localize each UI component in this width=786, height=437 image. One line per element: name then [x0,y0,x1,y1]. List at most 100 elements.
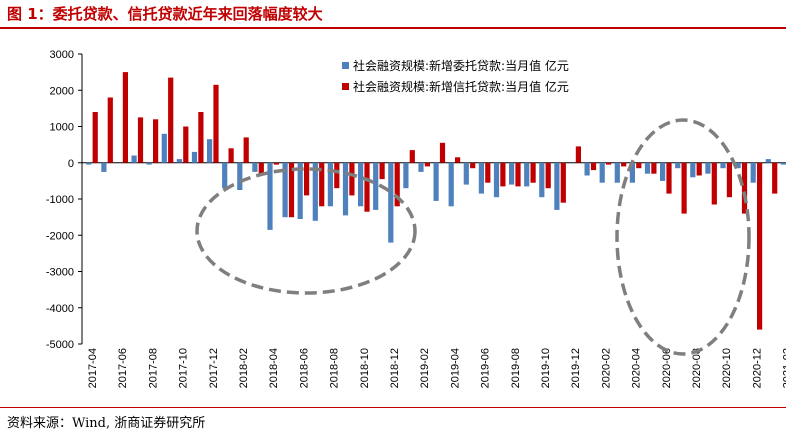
x-tick-label: 2018-10 [359,348,371,388]
bar-entrusted-loans [86,162,92,165]
x-tick-label: 2020-06 [661,348,673,388]
bar-entrusted-loans [146,162,152,165]
bar-entrusted-loans [584,162,590,176]
x-tick-label: 2019-12 [570,348,582,388]
bar-entrusted-loans [282,162,288,218]
bar-entrusted-loans [720,162,726,169]
x-tick-label: 2017-12 [208,348,220,388]
bar-entrusted-loans [312,162,318,221]
bar-entrusted-loans [176,159,182,163]
bar-entrusted-loans [614,162,620,183]
bar-entrusted-loans [297,162,303,219]
bar-trust-loans [198,112,204,163]
bar-entrusted-loans [161,133,167,163]
bar-trust-loans [515,162,521,187]
bar-trust-loans [379,162,385,180]
y-tick-label: -5000 [46,339,74,351]
x-tick-label: 2021-02 [782,348,786,388]
y-tick-label: 3000 [50,49,74,61]
bar-entrusted-loans [765,159,771,163]
bar-entrusted-loans [418,162,424,172]
x-tick-label: 2019-02 [419,348,431,388]
x-tick-label: 2018-08 [329,348,341,388]
bar-entrusted-loans [675,162,681,169]
legend-swatch [342,83,349,90]
x-tick-label: 2018-02 [238,348,250,388]
bar-trust-loans [485,162,491,183]
bar-entrusted-loans [735,162,741,169]
bar-entrusted-loans [101,162,107,172]
title-rule [0,27,786,29]
bar-trust-loans [606,162,612,165]
bar-trust-loans [621,162,627,167]
bar-entrusted-loans [222,162,228,189]
bar-trust-loans [213,84,219,163]
bar-trust-loans [560,162,566,203]
bar-trust-loans [439,142,446,163]
source-note: 资料来源：Wind, 浙商证券研究所 [7,416,206,431]
bar-trust-loans [741,162,748,214]
bar-trust-loans [288,162,295,218]
bar-entrusted-loans [207,139,213,163]
bar-trust-loans [455,157,461,163]
x-tick-label: 2019-08 [510,348,522,388]
bar-entrusted-loans [750,162,756,183]
bar-trust-loans [137,117,144,163]
legend-label: 社会融资规模:新增信托贷款:当月值 亿元 [353,79,569,94]
y-tick-label: -1000 [46,194,74,206]
x-tick-label: 2020-10 [721,348,733,388]
bar-trust-loans [681,162,687,214]
bar-entrusted-loans [629,162,635,183]
y-tick-label: 2000 [50,85,74,97]
bar-entrusted-loans [493,162,500,198]
bar-trust-loans [636,162,642,169]
bar-trust-loans [726,162,732,198]
highlight-ellipse-2018 [195,167,417,295]
x-tick-label: 2019-04 [449,348,461,388]
bar-trust-loans [243,137,249,163]
bar-entrusted-loans [358,162,364,207]
bar-entrusted-loans [448,162,454,207]
bar-trust-loans [696,162,702,176]
bar-trust-loans [590,162,597,171]
bar-entrusted-loans [599,162,605,183]
bar-entrusted-loans [509,162,515,185]
figure-title: 图 1：委托贷款、信托贷款近年来回落幅度较大 [7,5,323,23]
x-tick-label: 2020-04 [631,348,643,388]
legend-label: 社会融资规模:新增委托贷款:当月值 亿元 [353,58,569,73]
y-tick-label: -2000 [46,230,74,242]
bar-trust-loans [424,162,430,167]
bar-trust-loans [711,162,717,205]
x-tick-label: 2018-04 [268,348,280,388]
bar-trust-loans [772,162,778,194]
source-rule [0,407,786,408]
bar-entrusted-loans [267,162,273,230]
highlight-ellipse-2020 [615,118,751,356]
y-tick-label: -3000 [46,267,74,279]
bar-trust-loans [228,148,234,163]
bar-trust-loans [364,162,370,212]
y-tick-label: 1000 [50,122,74,134]
bar-trust-loans [258,162,264,174]
bar-entrusted-loans [131,155,137,163]
bar-trust-loans [122,72,128,163]
bar-entrusted-loans [705,162,711,174]
bar-trust-loans [304,162,310,196]
bar-entrusted-loans [388,162,394,243]
bar-trust-loans [168,77,174,163]
x-tick-label: 2017-04 [87,348,99,388]
bar-trust-loans [757,162,763,330]
legend-swatch [342,62,349,69]
bar-trust-loans [349,162,355,196]
bar-entrusted-loans [327,162,333,207]
bar-entrusted-loans [237,162,243,190]
x-tick-label: 2017-10 [178,348,190,388]
bar-trust-loans [319,162,325,207]
bar-entrusted-loans [690,162,696,178]
bar-entrusted-loans [478,162,484,194]
bar-entrusted-loans [524,162,530,187]
x-tick-label: 2020-08 [691,348,703,388]
bar-trust-loans [530,162,536,183]
bar-trust-loans [409,150,415,163]
x-tick-label: 2019-10 [540,348,552,388]
